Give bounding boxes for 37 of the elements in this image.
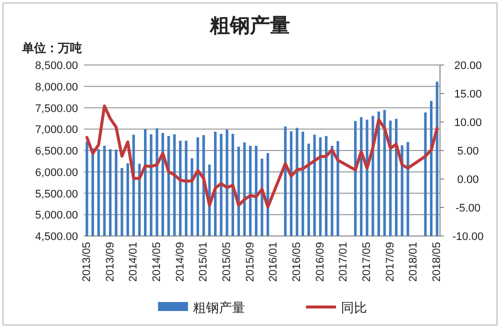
y-tick-label: 8,500.00 (35, 60, 78, 72)
y2-tick-label: 10.00 (454, 117, 482, 129)
y2-tick-label: -10.00 (452, 231, 484, 243)
x-tick-label: 2014/01 (128, 242, 140, 282)
x-tick-label: 2014/05 (150, 242, 163, 282)
x-tick-label: 2016/05 (291, 242, 304, 282)
y2-tick-label: -5.00 (455, 202, 481, 214)
y-tick-label: 5,500.00 (35, 188, 78, 200)
x-tick-label: 2015/05 (220, 242, 233, 282)
x-tick-label: 2013/05 (80, 242, 93, 282)
y2-tick-label: 5.00 (457, 146, 479, 158)
chart-title: 粗钢产量 (209, 14, 290, 37)
x-tick-label: 2017/09 (384, 242, 396, 282)
x-tick-label: 2018/01 (408, 242, 420, 282)
y-tick-label: 5,000.00 (35, 210, 78, 222)
x-tick-label: 2015/01 (198, 242, 210, 282)
y-axis-title: 单位：万吨 (21, 41, 82, 55)
legend-label: 粗钢产量 (193, 300, 245, 315)
y-tick-label: 6,500.00 (35, 146, 78, 158)
y2-tick-label: 20.00 (454, 60, 482, 72)
x-tick-label: 2016/01 (268, 242, 280, 282)
y-tick-label: 6,000.00 (35, 166, 78, 179)
legend-label: 同比 (341, 300, 367, 315)
y-tick-label: 7,000.00 (35, 124, 78, 136)
y2-tick-label: 0.00 (457, 174, 479, 186)
y-tick-label: 8,000.00 (35, 81, 78, 94)
x-tick-label: 2014/09 (174, 242, 186, 282)
y-tick-label: 7,500.00 (35, 102, 78, 115)
y-tick-label: 4,500.00 (35, 231, 78, 243)
x-tick-label: 2013/09 (104, 242, 116, 282)
x-tick-label: 2015/09 (244, 242, 256, 282)
line-series (85, 104, 439, 208)
x-tick-label: 2018/05 (431, 242, 444, 282)
y2-tick-label: 15.00 (454, 88, 482, 100)
x-tick-label: 2017/01 (338, 242, 350, 282)
x-tick-label: 2016/09 (314, 242, 326, 282)
x-tick-label: 2017/05 (361, 242, 374, 282)
